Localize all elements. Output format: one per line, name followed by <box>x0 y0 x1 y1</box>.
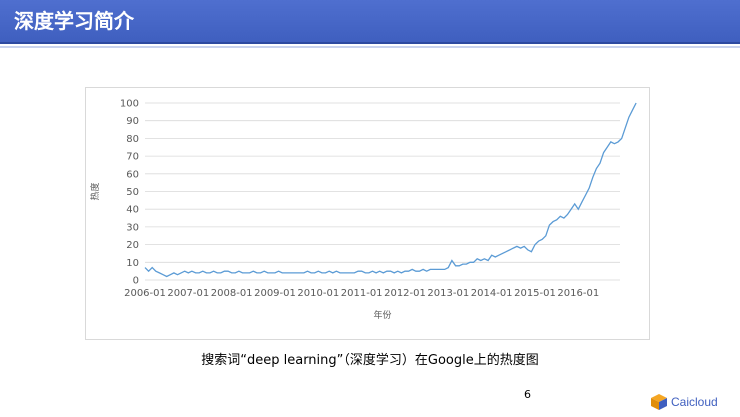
y-tick-label: 70 <box>126 152 139 163</box>
y-tick-labels: 0 10 20 30 40 50 60 70 80 90 100 <box>120 99 139 287</box>
x-tick-label: 2007-01 <box>167 288 209 299</box>
title-accent-line <box>0 46 740 48</box>
y-tick-label: 20 <box>126 240 139 251</box>
x-tick-label: 2013-01 <box>427 288 469 299</box>
y-tick-label: 100 <box>120 99 139 110</box>
x-tick-labels: 2006-01 2007-01 2008-01 2009-01 2010-01 2011-… <box>124 288 599 299</box>
x-tick-label: 2010-01 <box>297 288 339 299</box>
y-tick-label: 80 <box>126 134 139 145</box>
y-axis-label: 热度 <box>89 182 101 200</box>
y-tick-label: 0 <box>133 276 139 287</box>
chart-frame <box>85 87 650 340</box>
x-tick-label: 2016-01 <box>557 288 599 299</box>
x-tick-label: 2011-01 <box>341 288 383 299</box>
x-tick-label: 2006-01 <box>124 288 166 299</box>
x-tick-label: 2009-01 <box>254 288 296 299</box>
caicloud-logo: Caicloud <box>650 392 718 412</box>
y-tick-label: 50 <box>126 187 139 198</box>
series-line <box>144 102 637 278</box>
x-tick-label: 2012-01 <box>384 288 426 299</box>
chart-caption: 搜索词“deep learning”（深度学习）在Google上的热度图 <box>201 353 539 368</box>
y-tick-label: 30 <box>126 222 139 233</box>
x-tick-label: 2015-01 <box>514 288 556 299</box>
x-tick-label: 2014-01 <box>471 288 513 299</box>
y-tick-label: 90 <box>126 116 139 127</box>
slide-title: 深度学习简介 <box>14 9 134 33</box>
cube-logo-icon <box>651 394 667 410</box>
x-axis-label: 年份 <box>373 309 391 321</box>
y-tick-label: 40 <box>126 205 139 216</box>
page-number: 6 <box>524 388 531 401</box>
x-tick-label: 2008-01 <box>211 288 253 299</box>
title-bar: 深度学习简介 <box>0 0 740 44</box>
logo-text: Caicloud <box>671 395 718 409</box>
y-tick-label: 10 <box>126 258 139 269</box>
y-tick-label: 60 <box>126 169 139 180</box>
chart-gridlines <box>145 102 620 281</box>
